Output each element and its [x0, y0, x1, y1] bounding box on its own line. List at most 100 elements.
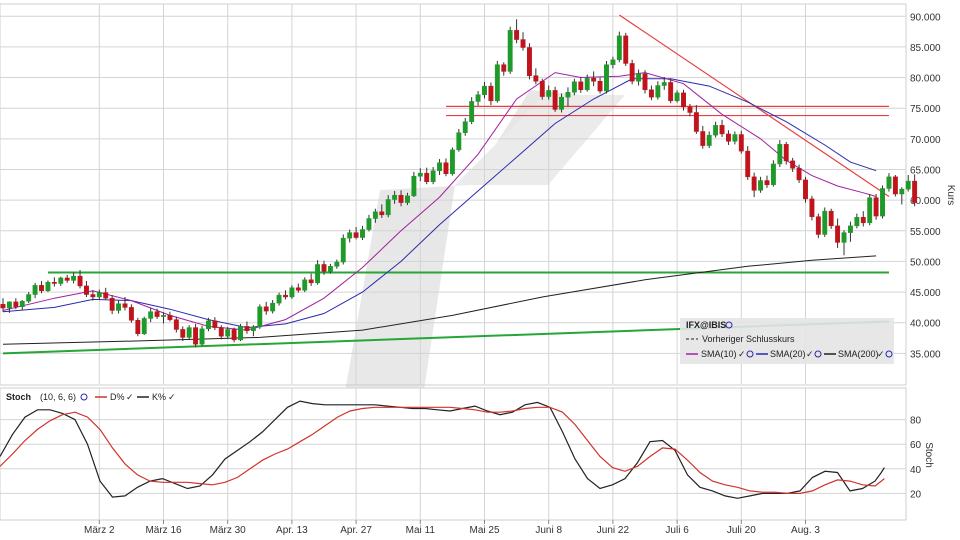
candle-body [796, 168, 802, 181]
candle-body [315, 264, 321, 284]
candle [584, 74, 590, 92]
candle-body [193, 327, 199, 345]
candle-body [340, 237, 346, 263]
candle [270, 300, 276, 314]
candle [443, 158, 449, 177]
candle-body [372, 211, 378, 219]
symbol-info-icon[interactable] [725, 321, 733, 329]
candle-body [353, 232, 359, 238]
candle [39, 281, 44, 294]
candle [116, 300, 122, 314]
candle-body [841, 232, 847, 243]
candle [263, 301, 269, 315]
candle [244, 321, 250, 334]
candle-body [84, 285, 89, 295]
candle-body [507, 30, 513, 72]
candle-body [244, 326, 250, 331]
sma200-check-icon[interactable]: ✓ [877, 349, 885, 359]
sma20-check-icon[interactable]: ✓ [806, 349, 814, 359]
candle-body [321, 264, 327, 272]
sma20-info-icon[interactable] [814, 350, 822, 358]
candle [430, 167, 436, 185]
candle [289, 285, 295, 299]
candle [315, 260, 321, 285]
sma10-check-icon[interactable]: ✓ [738, 349, 746, 359]
candle [353, 227, 359, 240]
candle [912, 174, 918, 207]
candle-body [559, 96, 564, 110]
candle [514, 19, 520, 44]
candle-body [13, 301, 19, 308]
candle-body [443, 162, 449, 175]
x-tick-label: Juni 22 [597, 525, 630, 536]
candle [225, 327, 231, 339]
stoch-lines [0, 400, 885, 499]
x-tick-label: Apr. 13 [276, 525, 308, 536]
candle-body [636, 73, 642, 82]
candle [372, 208, 378, 223]
candle-body [571, 81, 577, 93]
candle [167, 311, 173, 322]
candle [790, 157, 796, 172]
candle-body [526, 47, 532, 76]
candle-body [604, 64, 609, 92]
stoch-info-icon[interactable] [80, 393, 88, 401]
candle [751, 172, 757, 198]
candle-body [212, 320, 218, 328]
candle [141, 316, 147, 335]
candle-body [250, 326, 256, 331]
candle [161, 312, 166, 324]
candle [648, 85, 654, 101]
candle-body [58, 277, 64, 284]
candle-body [488, 85, 494, 102]
candle-body [379, 211, 385, 216]
candle-body [899, 188, 905, 195]
candle-body [6, 301, 12, 309]
candle [520, 32, 526, 51]
candle [674, 90, 680, 103]
candle [199, 325, 205, 346]
candle [90, 290, 96, 301]
sma10-info-icon[interactable] [746, 350, 754, 358]
candle-body [39, 285, 44, 292]
candle [655, 81, 661, 100]
candle [758, 176, 764, 193]
candle [873, 194, 879, 220]
candle [764, 175, 770, 188]
legend-label-sma10: SMA(10) [701, 349, 737, 359]
candle-body [520, 39, 526, 48]
candle [411, 171, 417, 198]
candle-body [64, 277, 70, 281]
stoch-title: Stoch [6, 392, 31, 402]
candle-body [430, 170, 436, 182]
candle [629, 59, 635, 85]
candle [449, 147, 455, 176]
candle [546, 85, 552, 100]
candle [706, 131, 712, 149]
candle [501, 62, 507, 76]
price-y-tick-label: 90.000 [910, 12, 941, 23]
candle-body [469, 101, 475, 122]
candle-body [289, 287, 295, 298]
candle-body [815, 216, 821, 235]
price-y-axis: 35.000 40.000 45.000 50.000 55.000 60.000 65.0… [910, 12, 941, 360]
candle [559, 93, 564, 113]
candle-body [19, 301, 25, 308]
candle-body [225, 329, 231, 337]
candle-body [96, 292, 102, 298]
candle [526, 43, 532, 80]
candle-body [424, 172, 430, 182]
candle-body [578, 81, 584, 91]
candle [835, 218, 841, 248]
x-tick-label: Mai 11 [406, 525, 436, 536]
candle-body [655, 85, 661, 98]
candle-body [880, 188, 885, 217]
sma200-info-icon[interactable] [885, 350, 893, 358]
k-check-icon[interactable]: ✓ [168, 392, 176, 402]
candle [610, 56, 616, 69]
d-check-icon[interactable]: ✓ [126, 392, 134, 402]
candle [193, 323, 199, 348]
price-y-tick-label: 55.000 [910, 227, 941, 238]
candle [700, 125, 706, 149]
price-grid [0, 4, 906, 384]
